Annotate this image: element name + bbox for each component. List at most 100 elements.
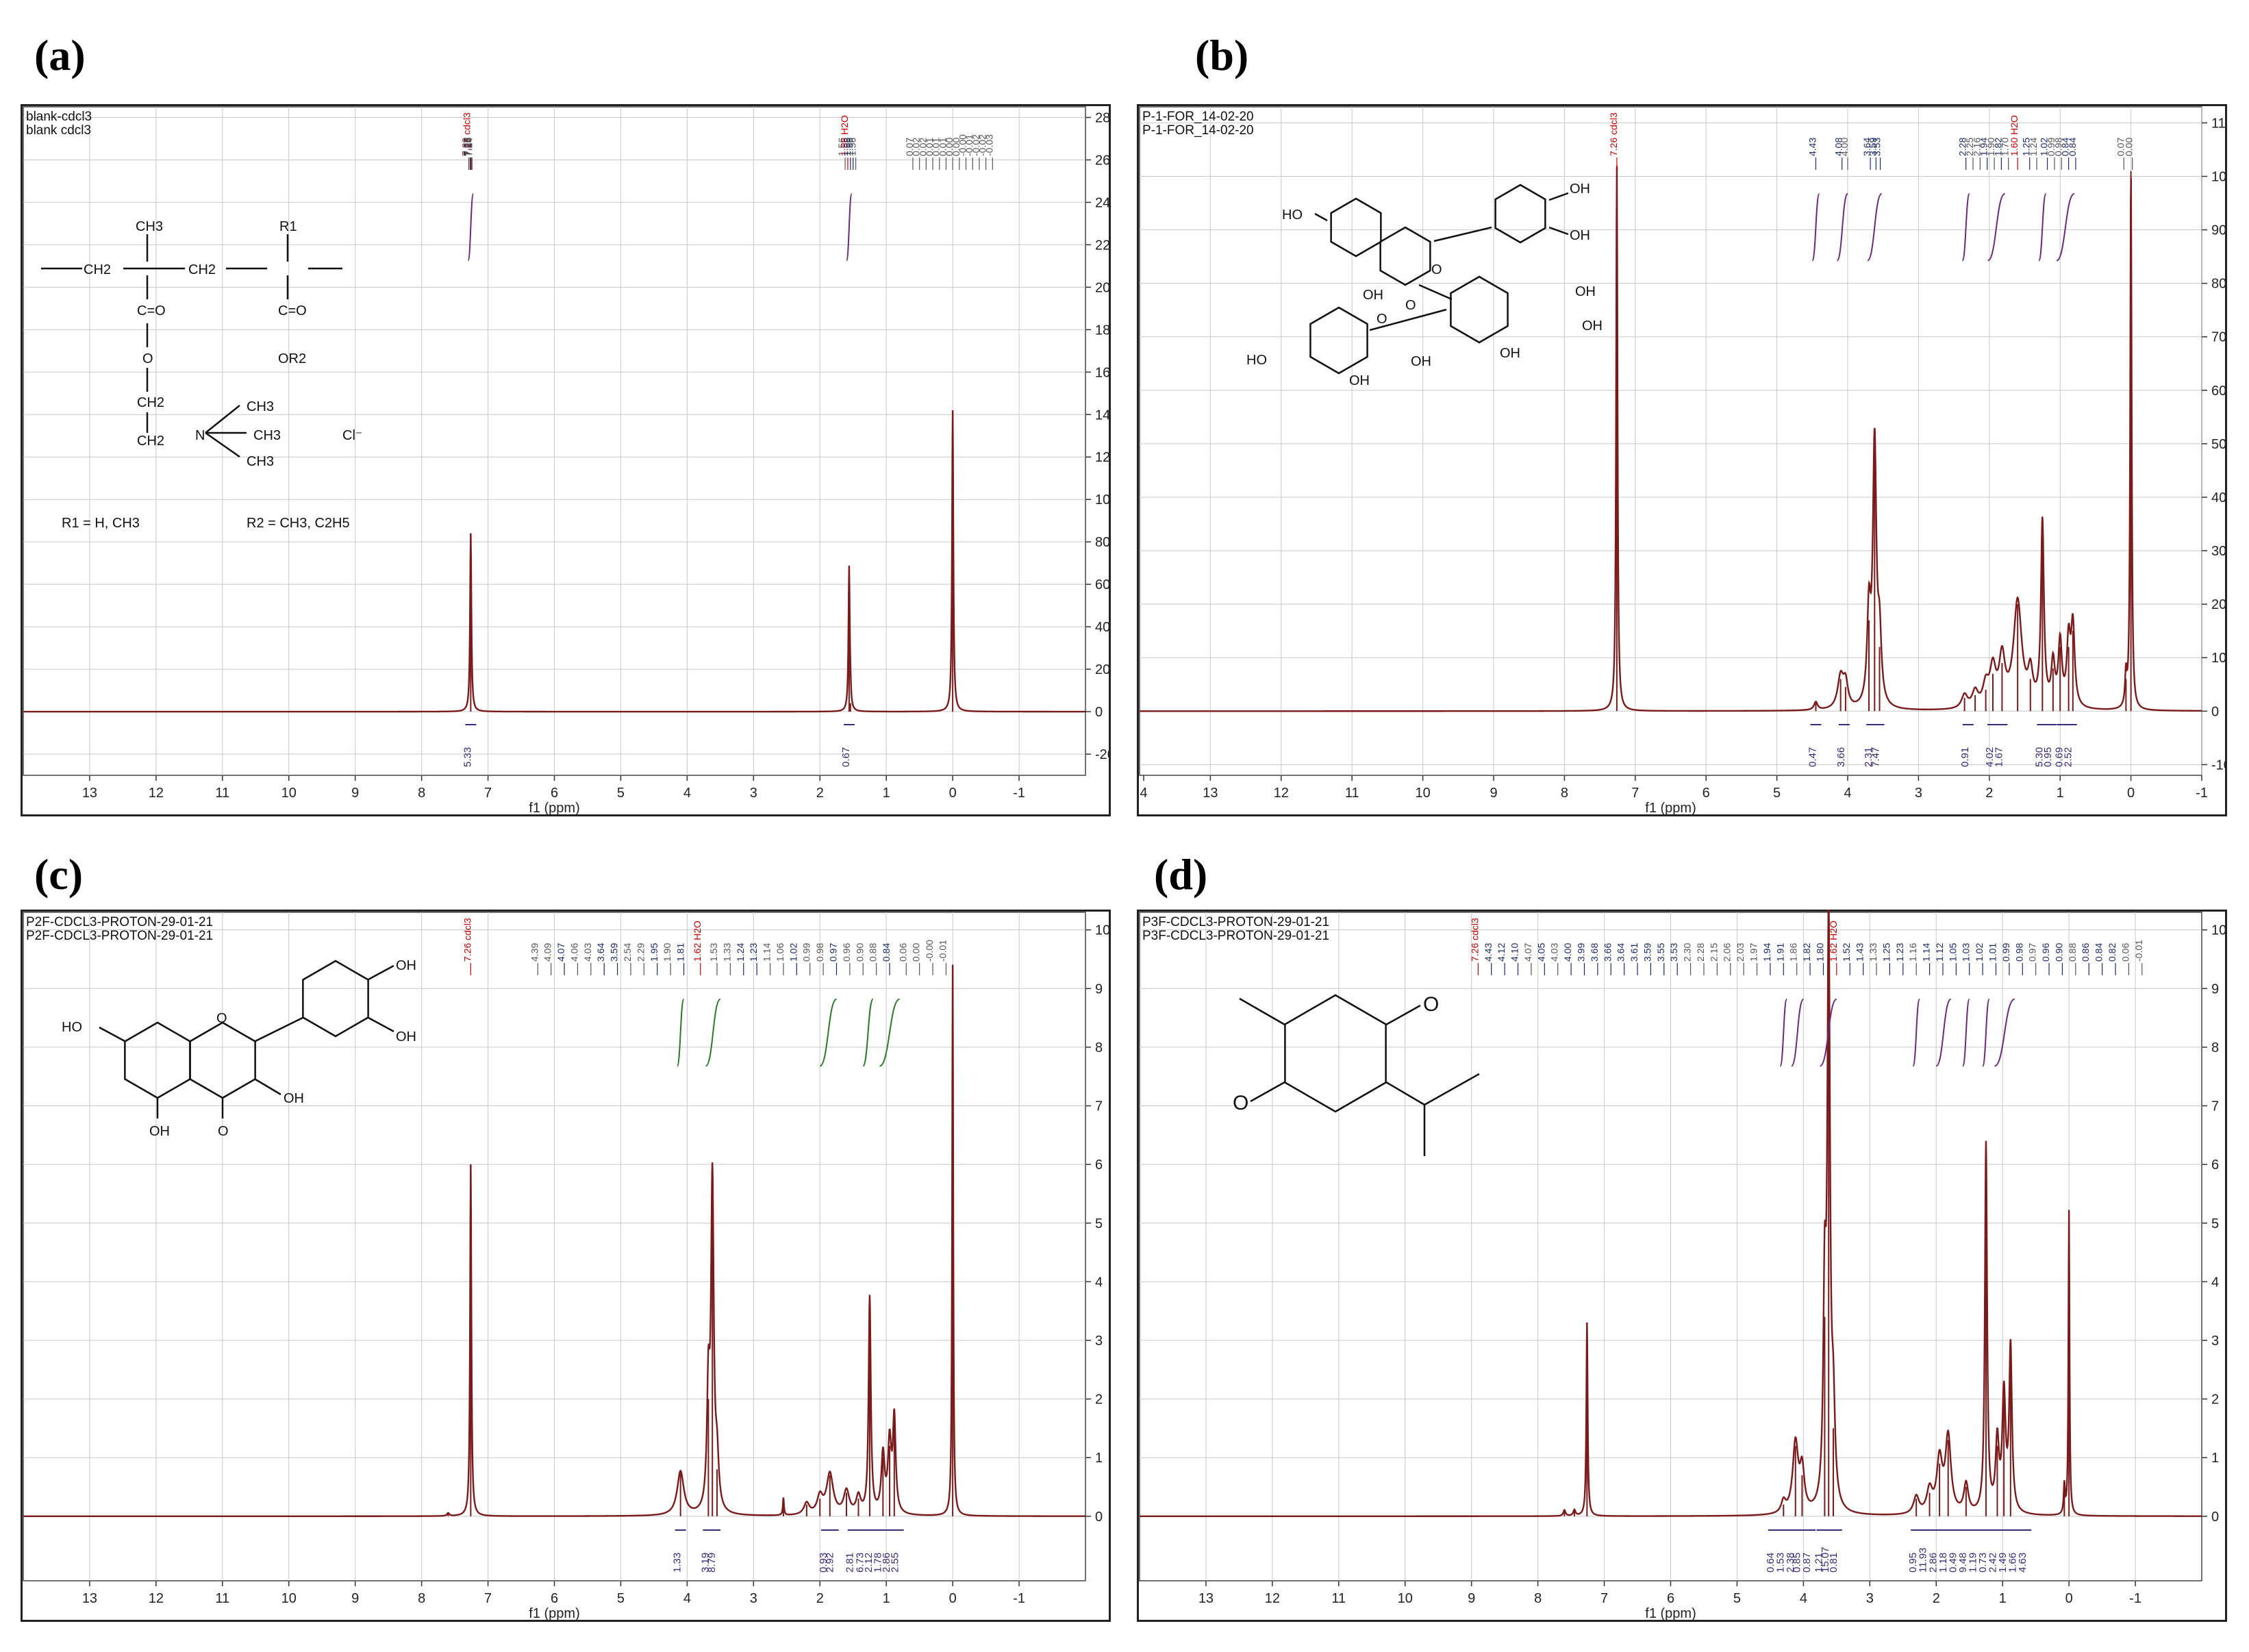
- x-tick-label: 0: [949, 1591, 957, 1606]
- panel-label-d: (d): [1154, 850, 1208, 899]
- spectrum-header-text: P3F-CDCL3-PROTON-29-01-21: [1142, 915, 1329, 929]
- peak-shift-label: 1.03: [1961, 943, 1972, 962]
- spectrum-trace: [1140, 166, 2202, 712]
- structure-atom-label: OH: [1500, 346, 1520, 361]
- x-tick-label: 4: [683, 1591, 691, 1606]
- x-tick-label: 5: [617, 786, 625, 801]
- x-tick-label: 10: [1398, 1591, 1413, 1606]
- x-tick-label: 13: [82, 1591, 97, 1606]
- x-tick-label: 9: [1468, 1591, 1475, 1606]
- x-tick-label: 10: [281, 1591, 297, 1606]
- peak-shift-label: 4.39: [529, 943, 540, 962]
- x-tick-label: 7: [484, 1591, 492, 1606]
- peak-shift-label: 1.14: [762, 943, 772, 962]
- x-tick-label: 7: [484, 786, 492, 801]
- structure-atom-label: OH: [1411, 354, 1431, 369]
- integral-value: 1.33: [672, 1553, 683, 1573]
- peak-shift-label: 1.02: [788, 943, 799, 962]
- x-tick-label: 13: [1203, 786, 1218, 801]
- peak-shift-label: 7.26 cdcl3: [1608, 112, 1619, 156]
- x-tick-label: 2: [1985, 786, 1993, 801]
- structure-atom-label: OH: [396, 958, 416, 973]
- integral-value: 2.86: [1927, 1553, 1939, 1573]
- peak-shift-label: -0.01: [964, 134, 975, 156]
- peak-shift-label: 0.96: [841, 943, 852, 962]
- peak-shift-label: 4.03: [582, 943, 593, 962]
- peak-shift-label: 3.53: [1872, 138, 1883, 156]
- peak-shift-label: 0.88: [2067, 943, 2078, 962]
- peak-shift-label: 7.26: [462, 138, 473, 156]
- peak-shift-label: 4.00: [1562, 943, 1573, 962]
- y-tick-label: 5: [2211, 1216, 2219, 1231]
- peak-shift-label: 1.06: [775, 943, 786, 962]
- integral-value: 2.86: [881, 1553, 892, 1573]
- structure-atom-label: O: [1233, 1092, 1248, 1114]
- y-tick-label: 7: [2211, 1099, 2219, 1114]
- structure-atom-label: OH: [284, 1091, 304, 1106]
- peak-shift-label: 1.56: [847, 138, 858, 156]
- integral-value: 0.47: [1807, 747, 1818, 767]
- y-tick-label: 0: [1095, 1510, 1103, 1525]
- y-tick-label: 300: [2211, 544, 2227, 559]
- x-tick-label: 6: [551, 1591, 558, 1606]
- y-tick-label: 3: [1095, 1334, 1103, 1349]
- structure-atom-label: O: [142, 351, 153, 366]
- structure-atom-label: Cl⁻: [342, 428, 362, 443]
- y-tick-label: 100: [2211, 651, 2227, 666]
- integral-value: 5.30: [2033, 747, 2045, 767]
- integral-value: 0.64: [1765, 1553, 1776, 1573]
- y-tick-label: 2000: [1095, 280, 1111, 295]
- y-tick-label: 2400: [1095, 195, 1111, 210]
- integral-curve: [705, 998, 721, 1067]
- peak-shift-label: 1.82: [1801, 943, 1812, 962]
- y-tick-label: 700: [2211, 330, 2227, 345]
- y-tick-label: 800: [2211, 277, 2227, 292]
- integral-curve: [1961, 192, 1970, 262]
- spectrum-header-text: P2F-CDCL3-PROTON-29-01-21: [26, 915, 213, 929]
- peak-shift-label: 0.07: [904, 138, 915, 156]
- structure-atom-label: OH: [1349, 373, 1370, 388]
- integral-curve: [2056, 192, 2075, 262]
- peak-shift-label: 1.62 H2O: [1828, 921, 1839, 962]
- integral-value: 0.85: [1792, 1553, 1803, 1573]
- x-axis-label: f1 (ppm): [1645, 801, 1696, 816]
- y-tick-label: 2200: [1095, 238, 1111, 253]
- x-tick-label: 8: [418, 786, 425, 801]
- integral-value: 1.78: [872, 1553, 883, 1573]
- y-tick-label: 10: [1095, 923, 1110, 938]
- integral-value: 4.02: [1984, 747, 1996, 767]
- x-tick-label: -1: [2129, 1591, 2141, 1606]
- peak-shift-label: 4.03: [1549, 943, 1560, 962]
- x-tick-label: 2: [816, 1591, 824, 1606]
- peak-shift-label: 0.82: [2107, 943, 2118, 962]
- peak-shift-label: 4.12: [1496, 943, 1507, 962]
- x-tick-label: -1: [2196, 786, 2208, 801]
- x-tick-label: 12: [149, 1591, 164, 1606]
- peak-shift-label: 0.01: [937, 138, 948, 156]
- structure-atom-label: O: [1377, 312, 1387, 327]
- grid-lines: [1140, 912, 2202, 1581]
- spectrum-trace: [1140, 910, 2202, 1517]
- x-tick-label: 11: [1345, 786, 1359, 801]
- peak-shift-label: 3.59: [609, 943, 620, 962]
- y-tick-label: 8: [1095, 1040, 1103, 1055]
- peak-shift-label: 1.56: [842, 138, 853, 156]
- nmr-spectrum-c: 13 12 11 10 9 8 7 6 5 4 3 2 1 0 -1 0 1 2 3 4 5 6 7 8 9 10 f1 (ppm)…: [21, 910, 1111, 1622]
- x-tick-label: 8: [418, 1591, 425, 1606]
- peak-shift-label: -0.01: [937, 940, 948, 962]
- peak-shift-label: 3.64: [595, 943, 606, 962]
- x-tick-label: 12: [1274, 786, 1289, 801]
- y-tick-label: 1600: [1095, 365, 1111, 380]
- peak-shift-label: 0.99: [2000, 943, 2011, 962]
- integral-curve: [1962, 998, 1970, 1067]
- y-tick-label: 400: [2211, 490, 2227, 505]
- peak-shift-label: 1.23: [748, 943, 759, 962]
- x-tick-label: 3: [1915, 786, 1922, 801]
- structure-atom-label: OH: [1570, 228, 1590, 243]
- integral-value: 1.49: [1997, 1553, 2009, 1573]
- y-tick-label: 400: [1095, 620, 1111, 635]
- structure-atom-label: OH: [149, 1124, 170, 1139]
- peak-shift-label: 4.07: [1522, 943, 1533, 962]
- structure-atom-label: O: [216, 1011, 227, 1026]
- spectrum-header-text: P2F-CDCL3-PROTON-29-01-21: [26, 929, 213, 943]
